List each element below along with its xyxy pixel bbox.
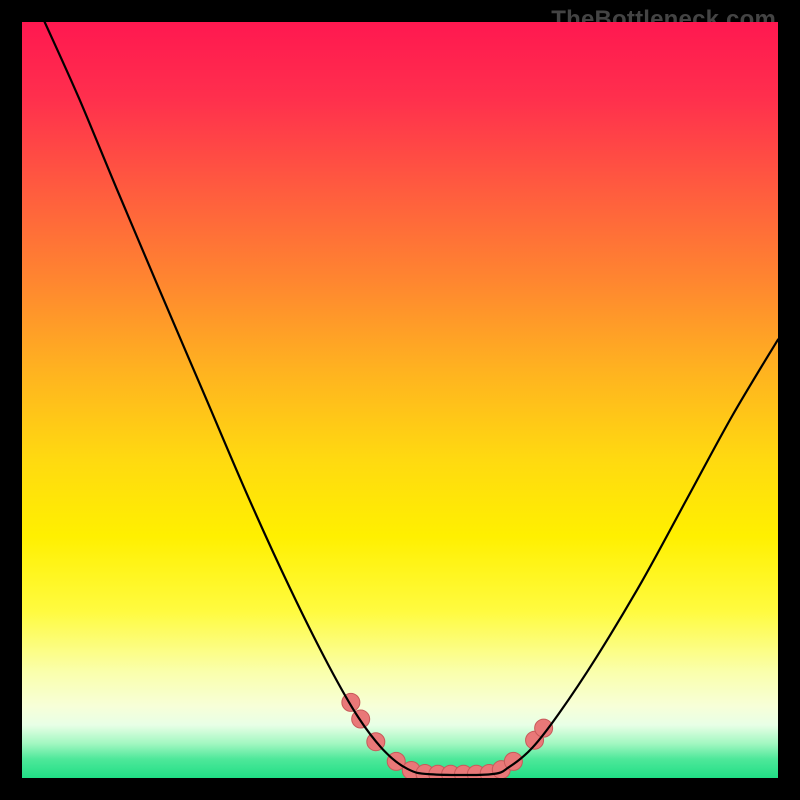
gradient-background: [22, 22, 778, 778]
chart-frame: TheBottleneck.com: [0, 0, 800, 800]
plot-area: [22, 22, 778, 778]
chart-svg: [22, 22, 778, 778]
